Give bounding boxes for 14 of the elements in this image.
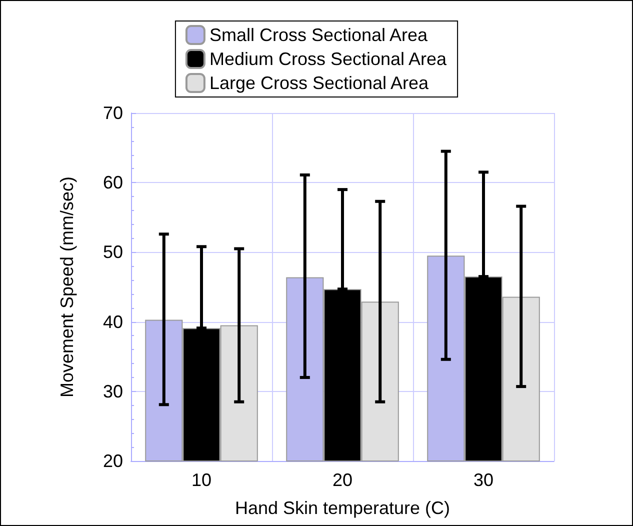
y-tick-label: 20 xyxy=(102,451,123,471)
legend-label: Small Cross Sectional Area xyxy=(209,25,429,45)
y-axis-title: Movement Speed (mm/sec) xyxy=(57,176,77,398)
y-tick-label: 30 xyxy=(102,381,123,402)
y-tick-label: 70 xyxy=(102,103,123,123)
x-tick-label: 20 xyxy=(332,470,353,490)
y-tick-label: 40 xyxy=(102,312,123,332)
x-tick-label: 30 xyxy=(473,470,494,490)
legend-label: Medium Cross Sectional Area xyxy=(209,49,448,69)
x-axis-title: Hand Skin temperature (C) xyxy=(234,498,450,518)
legend-label: Large Cross Sectional Area xyxy=(209,73,430,93)
y-tick-label: 60 xyxy=(102,172,123,193)
y-tick-label: 50 xyxy=(102,242,123,262)
x-tick-label: 10 xyxy=(191,470,212,490)
